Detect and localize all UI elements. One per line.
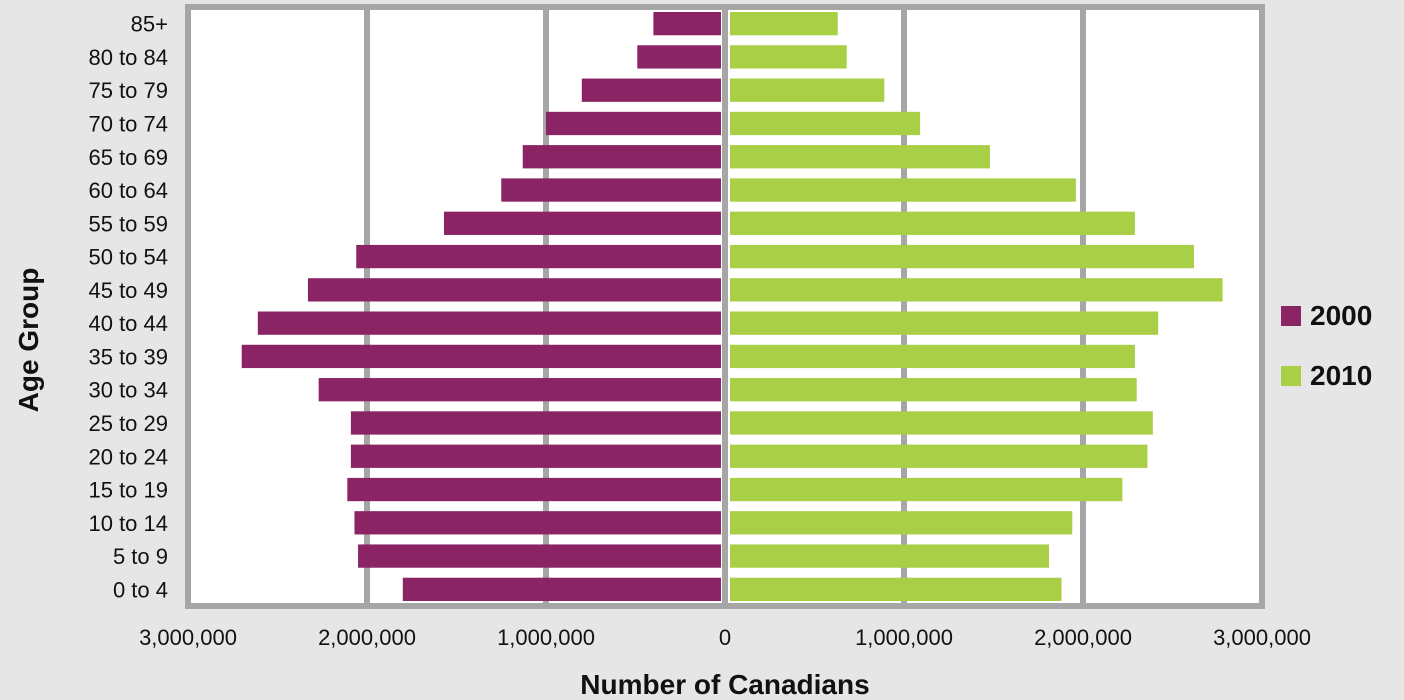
bar-2010-60-to-64	[730, 178, 1076, 202]
bar-2000-25-to-29	[350, 411, 721, 435]
bar-2000-60-to-64	[501, 178, 721, 202]
x-tick-label: 2,000,000	[1034, 625, 1132, 650]
bar-2010-10-to-14	[730, 511, 1073, 535]
bar-2010-75-to-79	[730, 78, 885, 102]
bar-2010-20-to-24	[730, 444, 1148, 468]
bar-2010-5-to-9	[730, 544, 1049, 568]
y-tick-label: 15 to 19	[88, 478, 168, 503]
bar-2010-30-to-34	[730, 378, 1137, 402]
bars	[241, 11, 1223, 602]
bar-2010-85plus	[730, 11, 838, 36]
bar-2000-65-to-69	[522, 145, 721, 169]
bar-2000-85plus	[653, 11, 721, 36]
bar-2010-70-to-74	[730, 111, 921, 136]
bar-2010-25-to-29	[730, 411, 1153, 435]
y-tick-label: 60 to 64	[88, 178, 168, 203]
y-tick-labels: 0 to 4 5 to 9 10 to 14 15 to 19 20 to 24 25 t…	[88, 12, 168, 603]
bar-2010-65-to-69	[730, 145, 990, 169]
y-tick-label: 0 to 4	[113, 577, 168, 602]
bar-2000-45-to-49	[307, 278, 721, 302]
x-axis-title: Number of Canadians	[580, 669, 869, 700]
y-tick-label: 85+	[131, 12, 168, 37]
bar-2000-55-to-59	[443, 211, 721, 235]
plot-frame	[185, 4, 1265, 609]
bar-2000-50-to-54	[356, 244, 721, 269]
bar-2010-55-to-59	[730, 211, 1135, 235]
bar-2000-15-to-19	[347, 477, 721, 502]
y-tick-label: 45 to 49	[88, 278, 168, 303]
y-tick-label: 10 to 14	[88, 511, 168, 536]
x-tick-label: 1,000,000	[855, 625, 953, 650]
x-tick-label: 3,000,000	[1213, 625, 1311, 650]
y-tick-label: 70 to 74	[88, 111, 168, 136]
y-tick-label: 55 to 59	[88, 211, 168, 236]
bar-2000-70-to-74	[546, 111, 721, 136]
legend-label-2010: 2010	[1310, 360, 1372, 391]
bar-2000-75-to-79	[581, 78, 721, 102]
legend-swatch-2000	[1281, 306, 1301, 326]
x-tick-label: 0	[719, 625, 731, 650]
y-tick-label: 75 to 79	[88, 78, 168, 103]
bar-2010-50-to-54	[730, 244, 1194, 269]
bar-2000-0-to-4	[402, 577, 721, 602]
y-tick-label: 5 to 9	[113, 544, 168, 569]
bar-2000-20-to-24	[350, 444, 721, 468]
bar-2000-30-to-34	[318, 378, 721, 402]
bar-2000-35-to-39	[241, 344, 721, 369]
bar-2000-40-to-44	[257, 311, 721, 335]
legend: 2000 2010	[1281, 300, 1372, 391]
bar-2010-45-to-49	[730, 278, 1223, 302]
y-tick-label: 25 to 29	[88, 411, 168, 436]
bar-2000-80-to-84	[637, 45, 721, 69]
bar-2000-5-to-9	[358, 544, 721, 568]
y-tick-label: 30 to 34	[88, 378, 168, 403]
bar-2000-10-to-14	[354, 511, 721, 535]
bar-2010-40-to-44	[730, 311, 1159, 335]
x-tick-label: 1,000,000	[497, 625, 595, 650]
y-tick-label: 80 to 84	[88, 45, 168, 70]
y-tick-label: 40 to 44	[88, 311, 168, 336]
legend-label-2000: 2000	[1310, 300, 1372, 331]
y-tick-label: 50 to 54	[88, 245, 168, 270]
y-axis-title: Age Group	[13, 268, 44, 413]
y-tick-label: 65 to 69	[88, 145, 168, 170]
y-tick-label: 35 to 39	[88, 344, 168, 369]
bar-2010-15-to-19	[730, 477, 1123, 502]
x-tick-labels: 3,000,000 2,000,000 1,000,000 0 1,000,000 2,0…	[139, 625, 1311, 650]
y-tick-label: 20 to 24	[88, 444, 168, 469]
legend-swatch-2010	[1281, 366, 1301, 386]
x-tick-label: 3,000,000	[139, 625, 237, 650]
bar-2010-80-to-84	[730, 45, 847, 69]
bar-2010-35-to-39	[730, 344, 1135, 369]
bar-2010-0-to-4	[730, 577, 1062, 602]
x-tick-label: 2,000,000	[318, 625, 416, 650]
